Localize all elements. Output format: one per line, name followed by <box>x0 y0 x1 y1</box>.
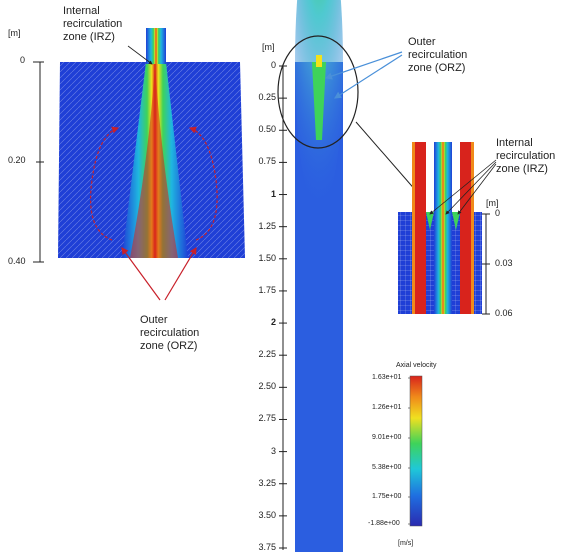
right-tick-label: 0 <box>495 208 501 218</box>
center-tick-label: 1.50 <box>258 252 276 263</box>
left-inlet-nozzle <box>146 28 166 64</box>
left-tick-label: 0.20 <box>8 155 26 165</box>
left-irz-label: Internal recirculation zone (IRZ) <box>63 5 123 43</box>
center-tick-label: 0.50 <box>258 124 276 135</box>
center-tick-label: 2.25 <box>258 349 276 360</box>
right-tick-label: 0.03 <box>495 258 513 268</box>
center-tick-label: 2.50 <box>258 381 276 392</box>
center-tick-label: 0 <box>270 60 276 70</box>
colorbar-title: Axial velocity <box>396 362 437 369</box>
colorbar-label: 1.75e+00 <box>372 493 402 500</box>
colorbar-label: -1.88e+00 <box>368 520 400 527</box>
left-axis-unit: [m] <box>8 28 21 38</box>
orz-zoom-circle <box>277 35 359 149</box>
center-tick-label: 0.25 <box>258 92 276 103</box>
center-tick-label: 2 <box>270 317 276 328</box>
right-irz-label: Internal recirculation zone (IRZ) <box>496 137 556 175</box>
center-tick-label: 3.50 <box>258 509 276 520</box>
center-orz-pointers <box>324 51 403 99</box>
right-tick-label: 0.06 <box>495 308 513 318</box>
center-tick-label: 1.75 <box>258 284 276 295</box>
left-axis <box>33 61 44 263</box>
colorbar-label: 1.26e+01 <box>372 404 402 411</box>
left-tick-label: 0.40 <box>8 256 26 266</box>
left-orz-label: Outer recirculation zone (ORZ) <box>140 314 200 352</box>
center-tick-label: 0.75 <box>258 156 276 167</box>
left-tick-label: 0 <box>20 55 26 65</box>
right-irz-pointers <box>429 159 497 215</box>
colorbar-unit: [m/s] <box>398 540 414 547</box>
center-tick-label: 2.75 <box>258 413 276 424</box>
left-orz-pointers <box>121 246 197 301</box>
left-orz-arrows <box>89 126 218 241</box>
center-orz-label: Outer recirculation zone (ORZ) <box>408 36 468 74</box>
center-tick-label: 1.25 <box>258 220 276 231</box>
left-contour <box>58 28 245 258</box>
center-tick-label: 3.75 <box>258 542 276 552</box>
right-axis-unit: [m] <box>486 198 499 208</box>
colorbar-label: 1.63e+01 <box>372 374 402 381</box>
center-contour <box>295 0 343 552</box>
center-tick-label: 3 <box>270 445 276 456</box>
left-irz-pointer <box>127 45 153 65</box>
colorbar-ticks <box>408 377 410 525</box>
right-axis <box>482 213 490 315</box>
right-contour <box>398 142 482 314</box>
center-tick-label: 1 <box>270 188 276 199</box>
colorbar-label: 9.01e+00 <box>372 434 402 441</box>
center-axis-unit: [m] <box>262 42 275 52</box>
center-tick-label: 3.25 <box>258 477 276 488</box>
colorbar-bar <box>409 375 423 527</box>
colorbar-label: 5.38e+00 <box>372 464 402 471</box>
center-axis <box>279 65 287 550</box>
